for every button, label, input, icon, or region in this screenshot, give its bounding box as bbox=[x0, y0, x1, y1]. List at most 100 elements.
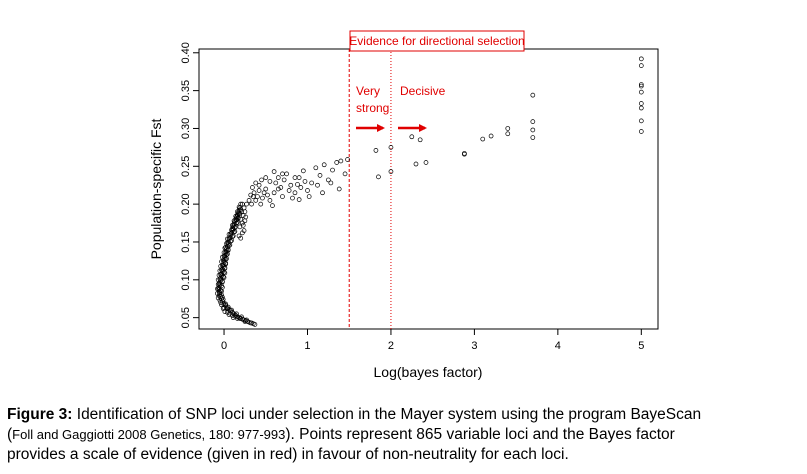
data-point bbox=[218, 300, 224, 305]
x-tick-label: 2 bbox=[388, 340, 394, 352]
data-point bbox=[226, 243, 232, 249]
data-point bbox=[237, 316, 243, 321]
data-point bbox=[271, 169, 277, 174]
caption-citation: Foll and Gaggiotti 2008 Genetics, 180: 9… bbox=[12, 427, 286, 442]
data-point bbox=[300, 168, 306, 174]
data-point bbox=[278, 185, 284, 190]
data-point bbox=[216, 293, 222, 299]
data-point bbox=[242, 209, 248, 215]
data-point bbox=[225, 310, 230, 315]
data-point bbox=[326, 177, 331, 183]
data-point bbox=[505, 126, 511, 131]
data-point bbox=[388, 169, 394, 174]
data-point bbox=[328, 180, 334, 186]
data-point bbox=[246, 198, 252, 203]
data-point bbox=[256, 182, 262, 188]
data-point bbox=[488, 133, 494, 139]
data-point bbox=[290, 195, 295, 201]
data-point bbox=[292, 190, 298, 196]
data-point bbox=[530, 119, 536, 124]
data-point bbox=[265, 192, 270, 198]
data-point bbox=[258, 201, 264, 207]
data-point bbox=[242, 218, 248, 224]
data-point bbox=[221, 275, 227, 280]
data-point bbox=[288, 182, 294, 188]
data-point bbox=[336, 186, 342, 192]
data-point bbox=[280, 171, 285, 177]
data-point bbox=[320, 190, 325, 196]
data-point bbox=[638, 105, 644, 111]
annotation-very: Very bbox=[356, 84, 380, 98]
data-point bbox=[240, 222, 246, 228]
data-point bbox=[251, 190, 257, 196]
caption-line-1: Figure 3: Identification of SNP loci und… bbox=[7, 405, 807, 425]
y-tick-label: 0.10 bbox=[180, 269, 192, 290]
data-point bbox=[423, 160, 429, 165]
caption-text-2: ). Points represent 865 variable loci an… bbox=[285, 426, 675, 443]
annotation-box bbox=[349, 30, 525, 52]
data-point bbox=[271, 190, 277, 196]
data-point bbox=[305, 188, 310, 193]
data-point bbox=[306, 194, 312, 199]
data-point bbox=[417, 137, 423, 143]
data-point bbox=[345, 157, 350, 162]
data-point bbox=[298, 185, 304, 190]
data-point bbox=[638, 101, 644, 106]
data-point bbox=[273, 180, 279, 186]
caption-open-paren: ( bbox=[7, 426, 13, 443]
data-point bbox=[255, 194, 260, 199]
data-point bbox=[240, 213, 246, 218]
data-point bbox=[222, 245, 228, 251]
data-point bbox=[376, 174, 381, 180]
data-point bbox=[313, 165, 319, 171]
data-point bbox=[232, 225, 238, 230]
data-point bbox=[342, 171, 348, 177]
data-point bbox=[223, 261, 229, 267]
data-point bbox=[248, 192, 254, 198]
data-point bbox=[260, 195, 265, 201]
data-point bbox=[215, 277, 221, 283]
data-point bbox=[249, 201, 254, 207]
annotation-strong: strong bbox=[356, 101, 389, 115]
caption-line-2: (Foll and Gaggiotti 2008 Genetics, 180: … bbox=[7, 425, 807, 445]
data-point bbox=[223, 257, 229, 262]
data-point bbox=[235, 216, 241, 221]
data-point bbox=[230, 234, 235, 240]
y-axis: 0.05 0.10 0.15 0.20 0.25 0.30 0.35 0.40 bbox=[180, 42, 199, 328]
data-point bbox=[220, 306, 226, 311]
data-point bbox=[267, 198, 273, 203]
data-point bbox=[281, 177, 287, 183]
data-point bbox=[220, 254, 225, 260]
data-point bbox=[530, 127, 536, 133]
data-point bbox=[321, 162, 327, 168]
data-point bbox=[638, 82, 644, 87]
data-point bbox=[267, 179, 273, 184]
caption-line-3: provides a scale of evidence (given in r… bbox=[7, 446, 569, 463]
data-point bbox=[530, 92, 536, 98]
data-point bbox=[296, 197, 302, 202]
data-point bbox=[256, 188, 262, 193]
data-point bbox=[638, 63, 644, 68]
figure-caption: Figure 3: Identification of SNP loci und… bbox=[7, 405, 807, 465]
data-point bbox=[302, 179, 308, 184]
caption-label: Figure 3: bbox=[7, 406, 73, 423]
data-point bbox=[259, 177, 264, 183]
data-point bbox=[234, 220, 239, 226]
data-point bbox=[309, 180, 315, 186]
data-point bbox=[241, 205, 247, 211]
y-axis-title: Population-specific Fst bbox=[148, 118, 164, 259]
data-point bbox=[284, 171, 289, 177]
data-point bbox=[638, 118, 644, 124]
data-point bbox=[220, 279, 225, 285]
y-tick-label: 0.30 bbox=[180, 118, 192, 139]
data-point bbox=[261, 190, 267, 196]
x-tick-label: 0 bbox=[221, 340, 227, 352]
x-tick-label: 4 bbox=[555, 340, 561, 352]
data-point bbox=[222, 270, 228, 276]
data-point bbox=[295, 182, 300, 187]
data-point bbox=[248, 320, 254, 326]
data-point bbox=[638, 89, 644, 95]
data-point bbox=[330, 167, 335, 173]
data-point bbox=[238, 216, 244, 222]
